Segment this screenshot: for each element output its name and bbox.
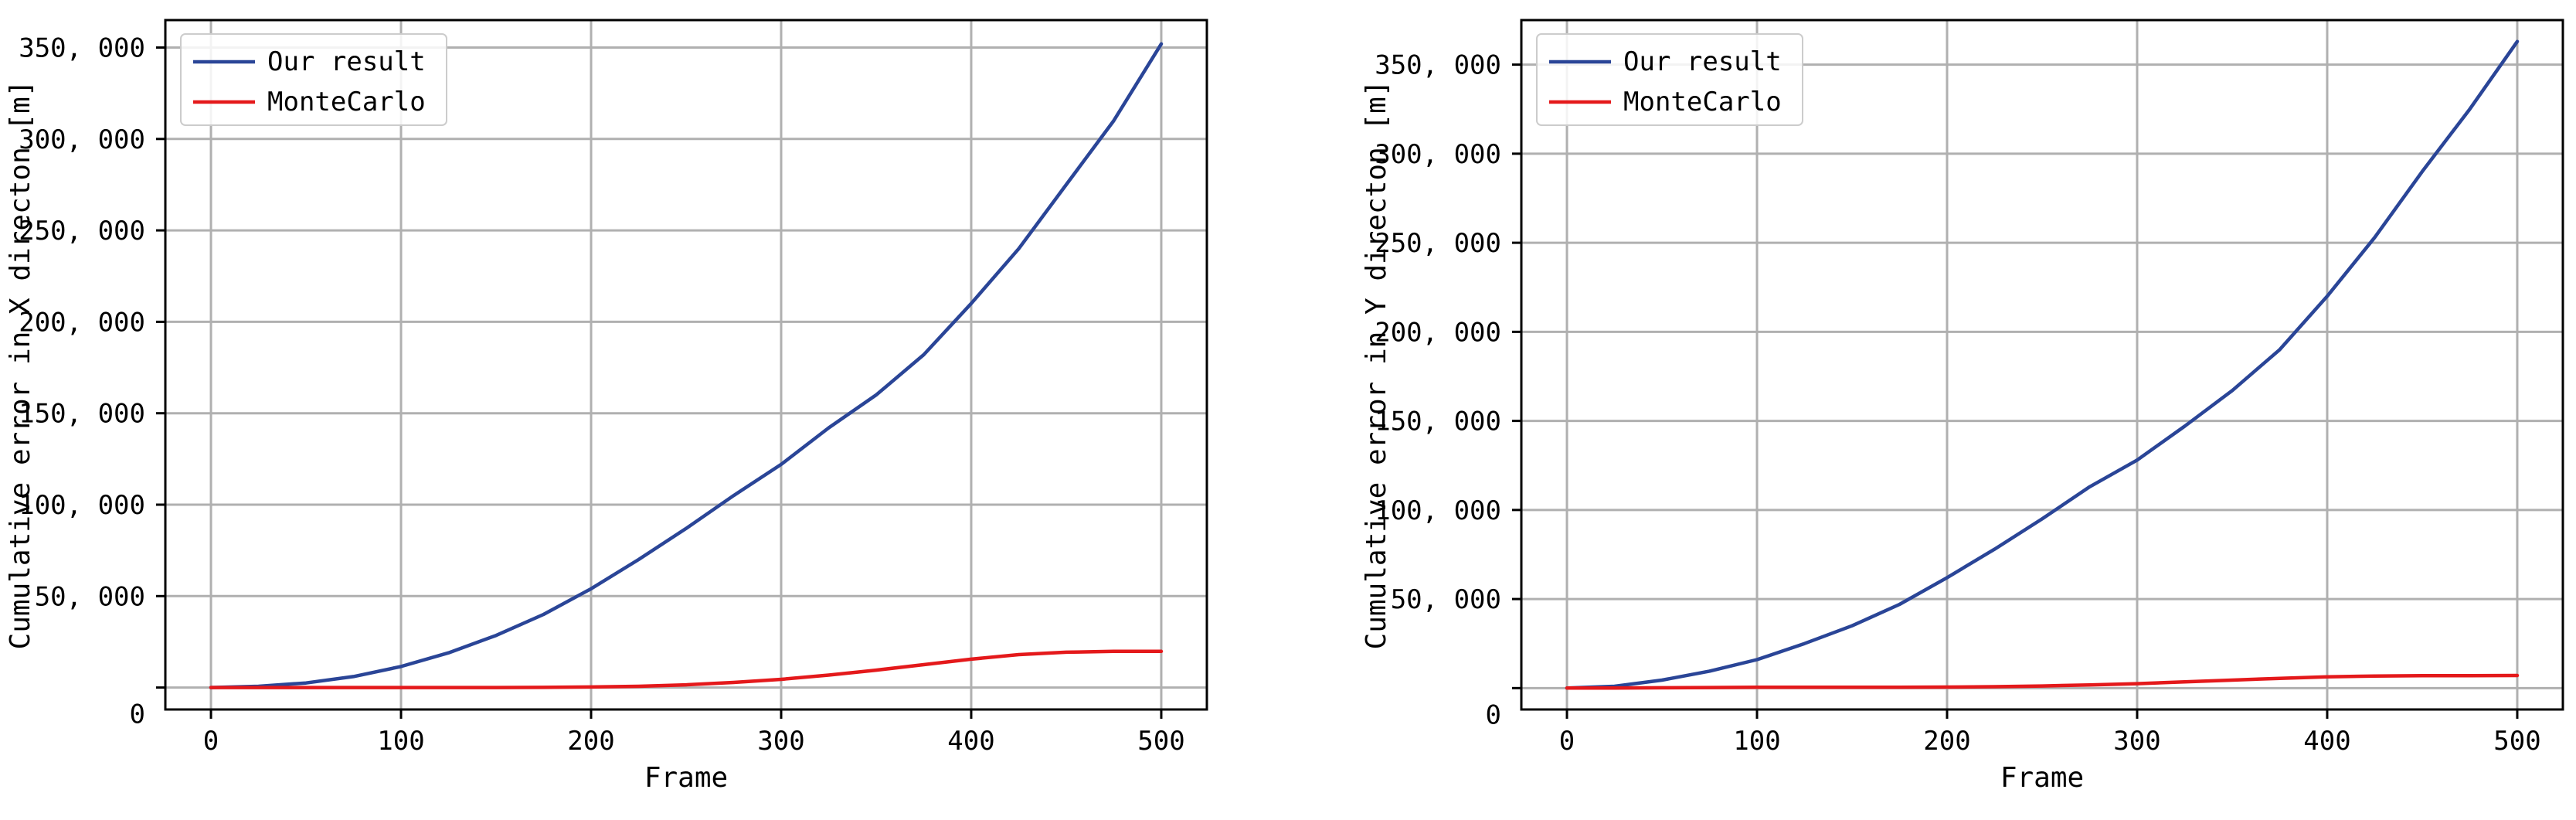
x-tick-label: 400 xyxy=(2303,726,2350,757)
y-tick-label: 100, 000 xyxy=(19,490,145,521)
legend: Our result MonteCarlo xyxy=(180,33,447,126)
x-axis-label: Frame xyxy=(644,762,728,794)
x-tick-label: 400 xyxy=(947,726,994,757)
plot-frame xyxy=(1520,19,2564,711)
series-line-1 xyxy=(1565,673,2520,690)
legend-label-0: Our result xyxy=(1623,46,1782,77)
x-tick-label: 200 xyxy=(1923,726,1970,757)
plot-frame xyxy=(164,19,1208,711)
y-tick-label: 350, 000 xyxy=(1375,50,1501,81)
x-tick-label: 200 xyxy=(567,726,614,757)
y-axis-label: Cumulative error in X directon [m] xyxy=(5,80,36,650)
y-tick-label: 300, 000 xyxy=(1375,139,1501,170)
x-tick-label: 300 xyxy=(2113,726,2160,757)
series-line-0 xyxy=(209,42,1164,689)
legend-label-1: MonteCarlo xyxy=(1623,87,1782,117)
x-tick-label: 500 xyxy=(2493,726,2540,757)
series-line-0 xyxy=(1565,39,2520,690)
legend: Our result MonteCarlo xyxy=(1536,33,1803,126)
y-tick-label: 350, 000 xyxy=(19,32,145,63)
y-tick-label: 200, 000 xyxy=(1375,317,1501,348)
x-axis-label: Frame xyxy=(2000,762,2084,794)
y-tick-label: 50, 000 xyxy=(35,581,145,612)
x-tick-label: 0 xyxy=(1559,726,1575,757)
y-tick-label: 200, 000 xyxy=(19,307,145,338)
chart-y-direction: 0 100 200 300 400 500 0 50, 000 100, 000 150, 000… xyxy=(1361,19,2564,794)
y-tick-label: 150, 000 xyxy=(19,399,145,430)
legend-label-1: MonteCarlo xyxy=(267,87,426,117)
y-tick-label: 150, 000 xyxy=(1375,407,1501,437)
y-tick-label: 300, 000 xyxy=(19,124,145,155)
x-tick-label: 0 xyxy=(203,726,219,757)
series-line-1 xyxy=(209,649,1164,689)
y-tick-label: 250, 000 xyxy=(19,216,145,247)
y-tick-label: 50, 000 xyxy=(1391,584,1501,615)
x-tick-label: 300 xyxy=(757,726,804,757)
y-tick-label: 0 xyxy=(1486,699,1501,730)
legend-label-0: Our result xyxy=(267,46,426,77)
x-tick-label: 100 xyxy=(377,726,424,757)
chart-x-direction: 0 100 200 300 400 500 0 50, 000 100, 000 150, 000… xyxy=(5,19,1208,794)
y-axis-label: Cumulative error in Y directon [m] xyxy=(1361,80,1392,650)
x-tick-label: 100 xyxy=(1733,726,1780,757)
x-tick-label: 500 xyxy=(1137,726,1184,757)
y-tick-label: 250, 000 xyxy=(1375,228,1501,259)
y-tick-label: 0 xyxy=(130,699,145,730)
y-tick-label: 100, 000 xyxy=(1375,495,1501,526)
